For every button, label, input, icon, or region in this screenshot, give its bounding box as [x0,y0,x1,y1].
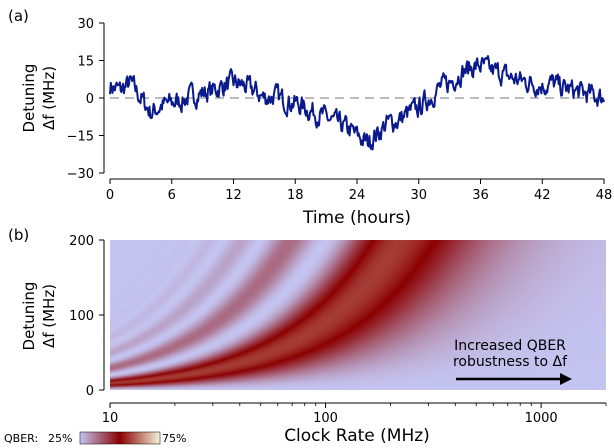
panel-a-ylabel-line1: Detuning [20,64,38,133]
colorbar-min-label: 25% [48,432,72,445]
panel-a-xtick-label: 0 [106,188,114,203]
panel-b-ylabel: Detuning Δf (MHz) [20,282,58,351]
colorbar: QBER: 25% 75% [4,431,186,445]
panel-b-yaxis: 0 100 200 [69,234,105,399]
panel-a-label: (a) [8,7,29,25]
panel-b-annotation-arrow-head [560,373,572,385]
panel-b-xtick-label: 1000 [525,411,558,426]
panel-a-xtick-label: 6 [168,188,176,203]
panel-a-xtick-label: 18 [287,188,304,203]
panel-a-xtick-label: 24 [349,188,366,203]
colorbar-gradient [79,431,161,445]
panel-a-xtick-label: 12 [225,188,242,203]
panel-a-xtick-label: 42 [534,188,551,203]
panel-a-ylabel: Detuning Δf (MHz) [20,64,58,133]
panel-b-qber-heatmap [110,240,606,390]
panel-b-annotation-line1: Increased QBER [454,338,566,354]
panel-a-xlabel: Time (hours) [302,208,411,228]
panel-a-xtick-label: 36 [472,188,489,203]
panel-a-ytick-label: 30 [77,17,94,32]
panel-a-ytick-label: 15 [77,55,94,70]
panel-b-ytick-label: 200 [69,234,94,249]
colorbar-label-prefix: QBER: [4,432,38,445]
panel-a-detuning-series-line [109,55,605,151]
colorbar-max-label: 75% [162,432,186,445]
panel-b-xaxis: 10 100 1000 [102,402,607,426]
panel-a-xtick-label: 48 [596,188,613,203]
panel-a-xtick-label: 30 [410,188,427,203]
panel-a-ytick-label: 0 [86,92,94,107]
panel-b-ytick-label: 100 [69,309,94,324]
panel-b-annotation-line2: robustness to Δf [453,354,568,370]
panel-b-xtick-label: 10 [102,411,119,426]
panel-b-xlabel: Clock Rate (MHz) [284,426,430,446]
panel-a-yaxis: 30 15 0 −15 −30 [67,17,105,182]
panel-a-ylabel-line2: Δf (MHz) [40,66,58,130]
panel-a-ytick-label: −30 [67,167,94,182]
panel-b-annotation: Increased QBER robustness to Δf [453,338,572,385]
panel-b-ylabel-line2: Δf (MHz) [40,284,58,348]
panel-a-ytick-label: −15 [67,130,94,145]
panel-a-xaxis: 0 6 12 18 24 30 36 42 48 [106,178,613,203]
panel-b-xtick-label: 100 [313,411,338,426]
panel-b-ylabel-line1: Detuning [20,282,38,351]
panel-b-ytick-label: 0 [86,384,94,399]
panel-b-label: (b) [8,226,29,244]
